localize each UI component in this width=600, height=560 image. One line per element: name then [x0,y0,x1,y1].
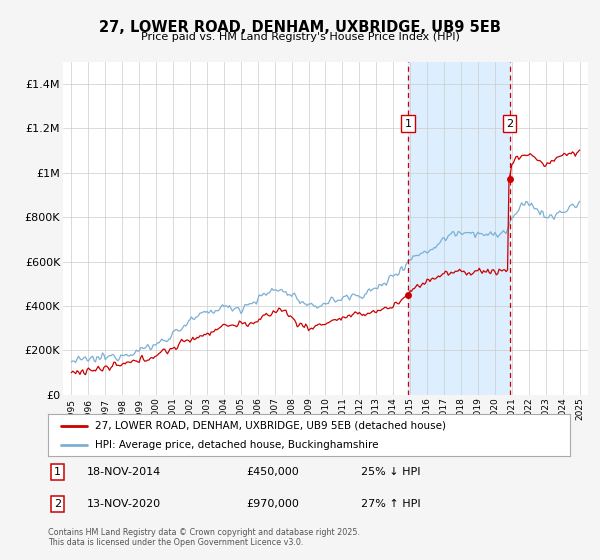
Text: 2: 2 [54,500,61,509]
Text: Price paid vs. HM Land Registry's House Price Index (HPI): Price paid vs. HM Land Registry's House … [140,32,460,43]
Text: 13-NOV-2020: 13-NOV-2020 [87,500,161,509]
Text: £450,000: £450,000 [247,467,299,477]
Bar [408,62,509,395]
Text: 18-NOV-2014: 18-NOV-2014 [87,467,161,477]
Text: 2: 2 [506,119,513,129]
Text: 1: 1 [54,467,61,477]
Text: 1: 1 [404,119,412,129]
Text: Contains HM Land Registry data © Crown copyright and database right 2025.
This d: Contains HM Land Registry data © Crown c… [48,528,360,547]
Text: 27, LOWER ROAD, DENHAM, UXBRIDGE, UB9 5EB (detached house): 27, LOWER ROAD, DENHAM, UXBRIDGE, UB9 5E… [95,421,446,431]
Text: 27, LOWER ROAD, DENHAM, UXBRIDGE, UB9 5EB: 27, LOWER ROAD, DENHAM, UXBRIDGE, UB9 5E… [99,20,501,35]
Text: £970,000: £970,000 [247,500,299,509]
Text: HPI: Average price, detached house, Buckinghamshire: HPI: Average price, detached house, Buck… [95,440,379,450]
Text: 25% ↓ HPI: 25% ↓ HPI [361,467,421,477]
Text: 27% ↑ HPI: 27% ↑ HPI [361,500,421,509]
